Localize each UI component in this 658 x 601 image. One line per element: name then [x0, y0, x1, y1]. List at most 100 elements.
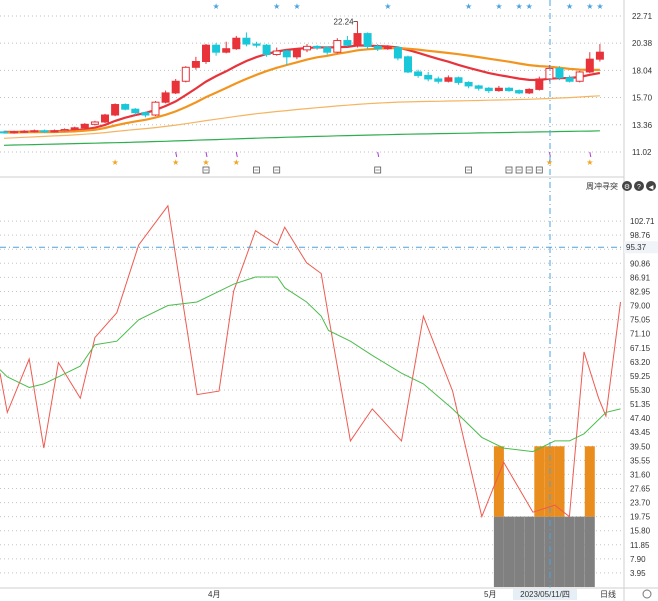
ma-line-ma_mid: [4, 46, 600, 134]
price-tick-label: 11.02: [632, 148, 652, 157]
purple-tick-icon: [205, 151, 208, 158]
candle-body: [272, 50, 281, 56]
top-star-icon: ★: [384, 2, 391, 11]
candle-body: [20, 130, 29, 133]
osc-tick-label: 55.30: [630, 386, 651, 395]
osc-tick-label: 82.95: [630, 287, 651, 296]
candle-body: [191, 60, 200, 68]
price-tick-label: 22.71: [632, 12, 653, 21]
ma-line-ma_long: [3, 95, 600, 139]
candle-body: [535, 78, 544, 90]
osc-line-osc_slow: [0, 276, 621, 453]
settings-button[interactable]: [622, 181, 632, 191]
moving-average-lines: [3, 44, 601, 146]
candle-body: [282, 50, 291, 58]
price-tick-label: 13.36: [632, 121, 653, 130]
purple-tick-icon: [235, 151, 238, 158]
histogram-bar-gray: [574, 516, 585, 587]
osc-tick-label: 15.80: [630, 527, 651, 536]
indicator-name-label[interactable]: 周冲寻突: [586, 181, 618, 191]
crosshair-date-box: [513, 589, 577, 600]
price-axis-ticks: 22.71 20.38 18.04 15.70 13.36 11.02: [632, 12, 653, 157]
candle-body: [171, 80, 180, 94]
crosshair-value-box: [624, 241, 658, 254]
price-tick-label: 15.70: [632, 94, 653, 103]
candle-body: [181, 66, 190, 82]
candle-body: [101, 114, 109, 123]
price-tick-label: 20.38: [632, 39, 653, 48]
osc-line-osc_fast: [0, 204, 621, 519]
histogram-bar-orange: [534, 446, 545, 517]
candle-body: [50, 130, 59, 133]
candle-body: [131, 108, 140, 114]
orange-star-icon: ★: [202, 158, 209, 167]
candle-body: [393, 47, 402, 59]
candle-body: [575, 71, 584, 82]
candle-body: [262, 44, 271, 56]
nav-icon[interactable]: [642, 589, 652, 599]
osc-tick-label: 39.50: [630, 442, 651, 451]
candle-body: [141, 112, 150, 116]
histogram-bar-orange: [493, 446, 504, 517]
candle-body: [292, 49, 301, 58]
osc-tick-label: 75.05: [630, 316, 651, 325]
candlesticks[interactable]: [0, 21, 604, 134]
candle-body: [202, 44, 210, 62]
candle-body: [252, 43, 261, 46]
osc-tick-label: 35.55: [630, 456, 651, 465]
question-icon: ?: [637, 184, 641, 191]
histogram-bar-gray: [493, 516, 504, 587]
orange-star-icon: ★: [586, 158, 593, 167]
histogram-bar-orange: [584, 446, 595, 517]
candle-body: [90, 121, 99, 125]
candle-body: [303, 45, 311, 51]
top-star-icon: ★: [516, 2, 523, 11]
oscillator-axis-ticks: 102.7198.7694.8190.8686.9182.9579.0075.0…: [630, 217, 655, 578]
ma-line-ma_short: [3, 44, 601, 134]
candle-body: [404, 56, 412, 73]
candle-body: [484, 87, 493, 92]
candle-body: [0, 131, 8, 134]
purple-tick-icon: [589, 151, 592, 158]
osc-tick-label: 90.86: [630, 259, 651, 268]
candle-body: [161, 92, 170, 103]
oscillator-panel: 102.7198.7694.8190.8686.9182.9579.0075.0…: [0, 204, 655, 587]
gear-icon: ⚙: [624, 183, 630, 191]
candle-body: [454, 77, 463, 83]
top-star-icon: ★: [566, 2, 573, 11]
osc-tick-label: 27.65: [630, 484, 651, 493]
month-label-april: 4月: [208, 590, 220, 599]
candle-body: [40, 130, 49, 133]
crosshair-date: 2023/05/11/四: [520, 590, 570, 599]
crosshair-value: 95.37: [626, 243, 647, 252]
candle-body: [424, 74, 433, 80]
orange-star-icon: ★: [112, 158, 119, 167]
month-label-may: 5月: [484, 590, 496, 599]
histogram-bar-gray: [564, 516, 575, 587]
high-price-label: 22.24: [334, 17, 355, 26]
histogram-bar-gray: [524, 516, 535, 587]
indicator-toolbar: 周冲寻突 ⚙ ? ◀: [586, 181, 656, 191]
osc-tick-label: 43.45: [630, 428, 651, 437]
collapse-button[interactable]: [646, 181, 656, 191]
top-star-icon: ★: [526, 2, 533, 11]
period-label[interactable]: 日线: [600, 589, 616, 599]
candle-body: [545, 67, 554, 80]
candle-body: [494, 87, 503, 92]
osc-tick-label: 51.35: [630, 400, 651, 409]
ma-line-ma_longest: [3, 130, 600, 146]
candle-body: [444, 77, 453, 82]
top-star-icon: ★: [495, 2, 502, 11]
top-star-icon: ★: [465, 2, 472, 11]
purple-tick-icon: [175, 151, 178, 158]
candle-body: [565, 77, 574, 82]
candle-body: [30, 130, 39, 133]
candle-body: [10, 131, 19, 134]
candle-body: [151, 101, 160, 116]
histogram-bar-gray: [514, 516, 525, 587]
candle-body: [474, 85, 483, 89]
candle-body: [353, 33, 362, 46]
help-button[interactable]: [634, 181, 644, 191]
